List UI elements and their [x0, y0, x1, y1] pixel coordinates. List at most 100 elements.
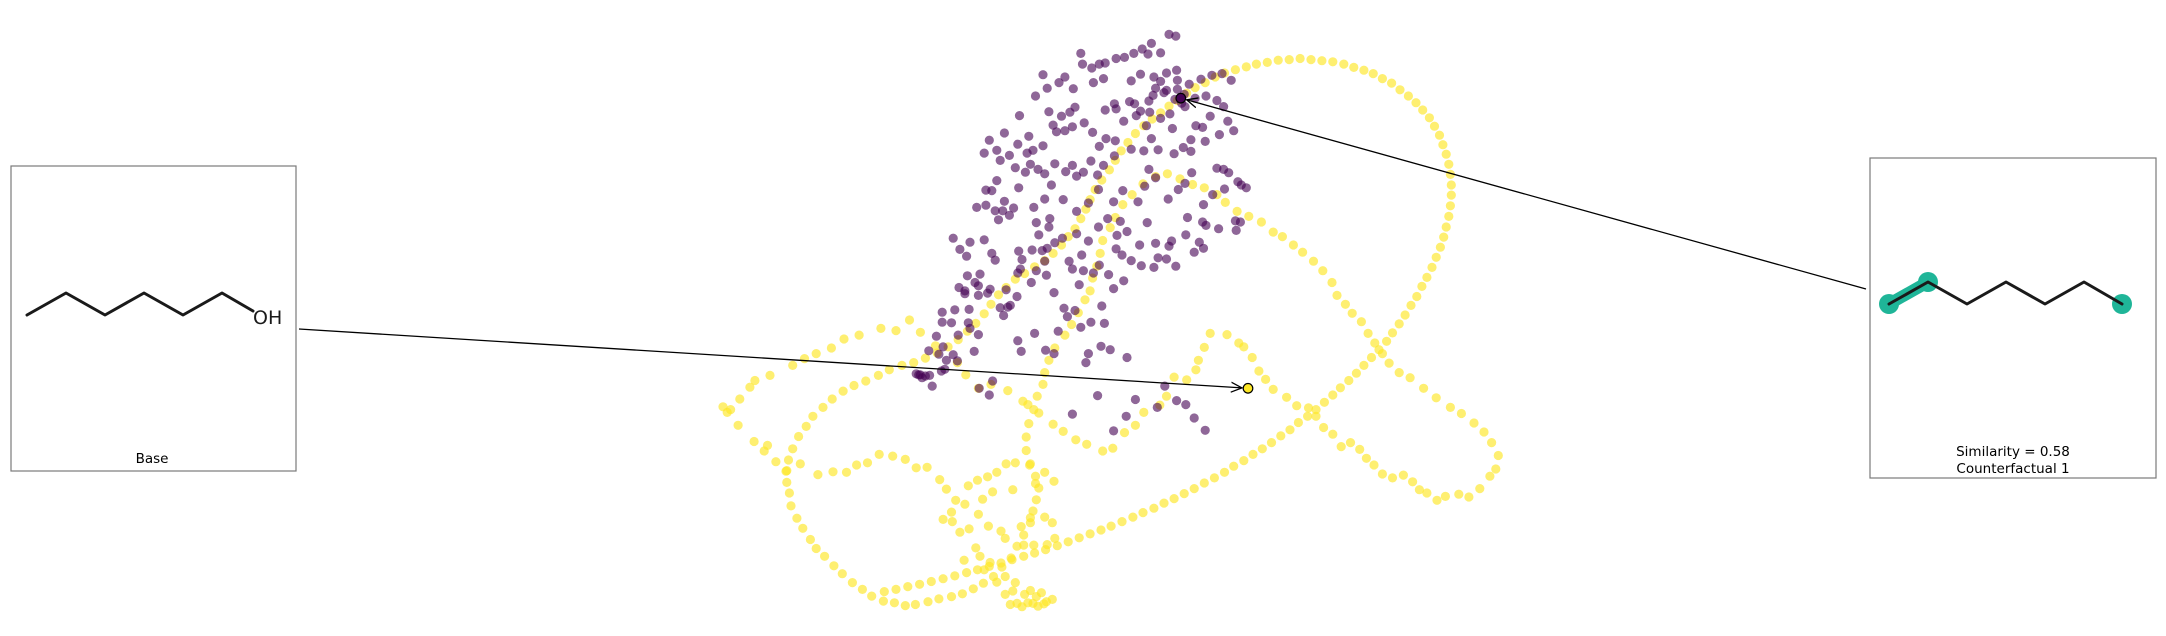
- scatter-point-class-1: [1003, 386, 1013, 396]
- scatter-point-class-0: [1118, 186, 1128, 196]
- scatter-point-class-1: [1454, 489, 1464, 499]
- scatter-point-class-1: [718, 402, 728, 412]
- scatter-point-class-0: [1146, 134, 1156, 144]
- scatter-point-class-1: [1030, 471, 1041, 481]
- scatter-point-class-0: [999, 310, 1009, 321]
- scatter-point-class-0: [1042, 243, 1052, 253]
- scatter-point-class-1: [1205, 328, 1215, 338]
- scatter-point-class-0: [974, 383, 984, 393]
- scatter-point-class-1: [782, 466, 792, 476]
- scatter-point-class-1: [1359, 360, 1369, 370]
- scatter-point-class-1: [1377, 74, 1387, 84]
- scatter-point-class-0: [1044, 222, 1054, 232]
- scatter-point-class-1: [826, 343, 837, 353]
- scatter-point-class-1: [805, 534, 816, 545]
- scatter-point-class-0: [937, 317, 947, 327]
- scatter-point-class-1: [1400, 310, 1410, 320]
- scatter-point-class-1: [1445, 402, 1455, 412]
- scatter-point-class-0: [1076, 48, 1086, 59]
- scatter-point-class-1: [1116, 146, 1126, 156]
- scatter-point-class-1: [1394, 319, 1404, 329]
- scatter-point-class-1: [996, 558, 1006, 568]
- scatter-point-class-1: [941, 484, 952, 494]
- scatter-point-class-1: [1169, 494, 1179, 504]
- scatter-point-class-0: [1064, 256, 1074, 266]
- scatter-point-class-0: [1030, 91, 1041, 101]
- scatter-point-class-0: [993, 215, 1004, 225]
- scatter-point-class-1: [1209, 473, 1219, 483]
- scatter-point-class-1: [1446, 190, 1456, 200]
- scatter-point-class-1: [1257, 444, 1267, 454]
- scatter-point-class-1: [867, 591, 877, 601]
- scatter-point-class-0: [1167, 123, 1177, 134]
- scatter-point-class-1: [1139, 407, 1149, 417]
- scatter-point-class-1: [947, 517, 957, 527]
- scatter-point-class-1: [1067, 319, 1077, 330]
- scatter-point-class-1: [1048, 419, 1058, 429]
- scatter-point-class-0: [1040, 169, 1050, 179]
- scatter-point-class-1: [960, 499, 970, 509]
- scatter-point-class-1: [1418, 105, 1428, 115]
- scatter-point-class-0: [1156, 76, 1166, 86]
- scatter-point-class-1: [1340, 299, 1350, 309]
- scatter-point-class-1: [874, 449, 884, 459]
- scatter-point-class-1: [938, 574, 948, 584]
- scatter-point-class-0: [946, 318, 957, 328]
- scatter-point-class-1: [786, 501, 796, 511]
- scatter-point-class-1: [888, 451, 898, 461]
- scatter-point-class-1: [1328, 429, 1338, 439]
- scatter-point-class-1: [750, 375, 760, 386]
- scatter-point-class-1: [801, 421, 811, 431]
- scatter-point-class-0: [1189, 247, 1199, 257]
- scatter-point-class-1: [1040, 467, 1050, 477]
- scatter-point-class-0: [1088, 127, 1098, 137]
- scatter-point-class-0: [1067, 160, 1077, 170]
- scatter-point-class-0: [965, 237, 975, 247]
- scatter-point-class-0: [1198, 122, 1208, 132]
- scatter-point-class-1: [783, 455, 794, 465]
- scatter-point-class-1: [962, 568, 972, 578]
- scatter-point-class-1: [1439, 232, 1449, 242]
- scatter-point-class-0: [1083, 236, 1093, 246]
- base-molecule-panel: OH Base: [10, 165, 297, 472]
- scatter-point-class-0: [1164, 241, 1174, 251]
- scatter-point-class-0: [1017, 254, 1027, 265]
- scatter-point-class-0: [1172, 396, 1182, 406]
- scatter-point-class-0: [1109, 197, 1119, 207]
- scatter-point-class-0: [1067, 264, 1077, 274]
- scatter-point-class-1: [946, 592, 957, 602]
- scatter-point-class-1: [1422, 272, 1432, 282]
- scatter-point-class-1: [1019, 530, 1029, 540]
- scatter-point-class-0: [988, 376, 998, 386]
- scatter-point-class-1: [878, 596, 889, 606]
- scatter-point-class-0: [1041, 345, 1051, 355]
- scatter-point-class-1: [1199, 183, 1209, 193]
- base-arrow: [298, 328, 1242, 388]
- scatter-point-class-0: [1136, 261, 1146, 271]
- scatter-point-class-0: [973, 330, 984, 340]
- scatter-point-class-0: [1014, 246, 1024, 256]
- scatter-point-class-1: [1034, 483, 1044, 493]
- scatter-point-class-1: [828, 467, 838, 477]
- scatter-point-class-1: [961, 370, 971, 380]
- scatter-point-class-0: [1110, 136, 1120, 146]
- scatter-point-class-1: [1328, 390, 1338, 400]
- scatter-point-class-0: [964, 304, 974, 314]
- scatter-point-class-1: [1394, 368, 1404, 378]
- scatter-point-class-0: [1077, 250, 1087, 260]
- scatter-point-class-0: [1094, 59, 1104, 69]
- scatter-point-class-1: [1303, 411, 1313, 421]
- scatter-point-class-0: [1153, 145, 1163, 155]
- scatter-point-class-1: [837, 569, 847, 579]
- scatter-point-class-1: [1347, 308, 1357, 318]
- scatter-point-class-1: [1475, 484, 1485, 494]
- scatter-point-class-1: [749, 436, 759, 447]
- scatter-point-class-1: [1095, 248, 1105, 258]
- scatter-point-class-1: [1024, 419, 1034, 429]
- scatter-point-class-0: [999, 128, 1010, 138]
- scatter-point-class-1: [1491, 464, 1501, 474]
- counterfactual-embedding-point: [1175, 92, 1187, 104]
- scatter-point-class-1: [784, 488, 795, 498]
- scatter-point-class-0: [1130, 99, 1140, 109]
- scatter-point-class-1: [879, 587, 889, 597]
